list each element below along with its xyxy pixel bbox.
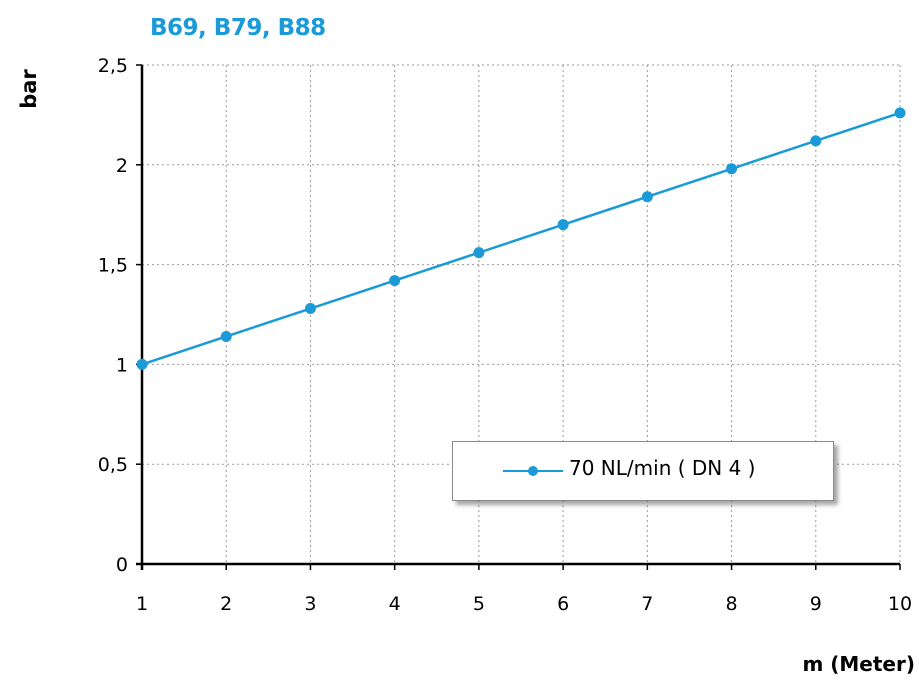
- x-tick-label: 1: [136, 593, 148, 615]
- data-point: [726, 163, 738, 175]
- legend-marker: [528, 466, 538, 476]
- chart-title: B69, B79, B88: [150, 15, 326, 41]
- x-tick-label: 8: [726, 593, 738, 615]
- x-tick-label: 3: [304, 593, 316, 615]
- y-tick-label: 1,5: [98, 255, 128, 277]
- data-point: [389, 275, 401, 287]
- data-point: [641, 191, 653, 203]
- tick-labels: 1 2 3 4 5 6 7 8 9 10 0 0,5 1 1,5 2 2,5: [98, 55, 912, 615]
- y-tick-label: 2,5: [98, 55, 128, 77]
- legend: 70 NL/min ( DN 4 ): [452, 441, 834, 501]
- x-tick-label: 4: [389, 593, 401, 615]
- data-point: [220, 330, 232, 342]
- x-tick-label: 7: [641, 593, 653, 615]
- x-tick-label: 5: [473, 593, 485, 615]
- y-tick-label: 0: [116, 554, 128, 576]
- data-point: [473, 247, 485, 259]
- x-axis-label: m (Meter): [802, 652, 915, 676]
- legend-label: 70 NL/min ( DN 4 ): [569, 456, 756, 480]
- x-tick-label: 6: [557, 593, 569, 615]
- series-line: [141, 111, 901, 366]
- x-tick-label: 9: [810, 593, 822, 615]
- data-point: [810, 135, 822, 147]
- series-layer: [136, 107, 906, 370]
- axes: [136, 64, 901, 570]
- x-tick-label: 10: [888, 593, 912, 615]
- x-tick-label: 2: [220, 593, 232, 615]
- data-point: [304, 303, 316, 315]
- y-tick-label: 0,5: [98, 454, 128, 476]
- y-tick-label: 1: [116, 354, 128, 376]
- data-point: [557, 219, 569, 231]
- y-tick-label: 2: [116, 155, 128, 177]
- data-point: [136, 358, 148, 370]
- data-point: [894, 107, 906, 119]
